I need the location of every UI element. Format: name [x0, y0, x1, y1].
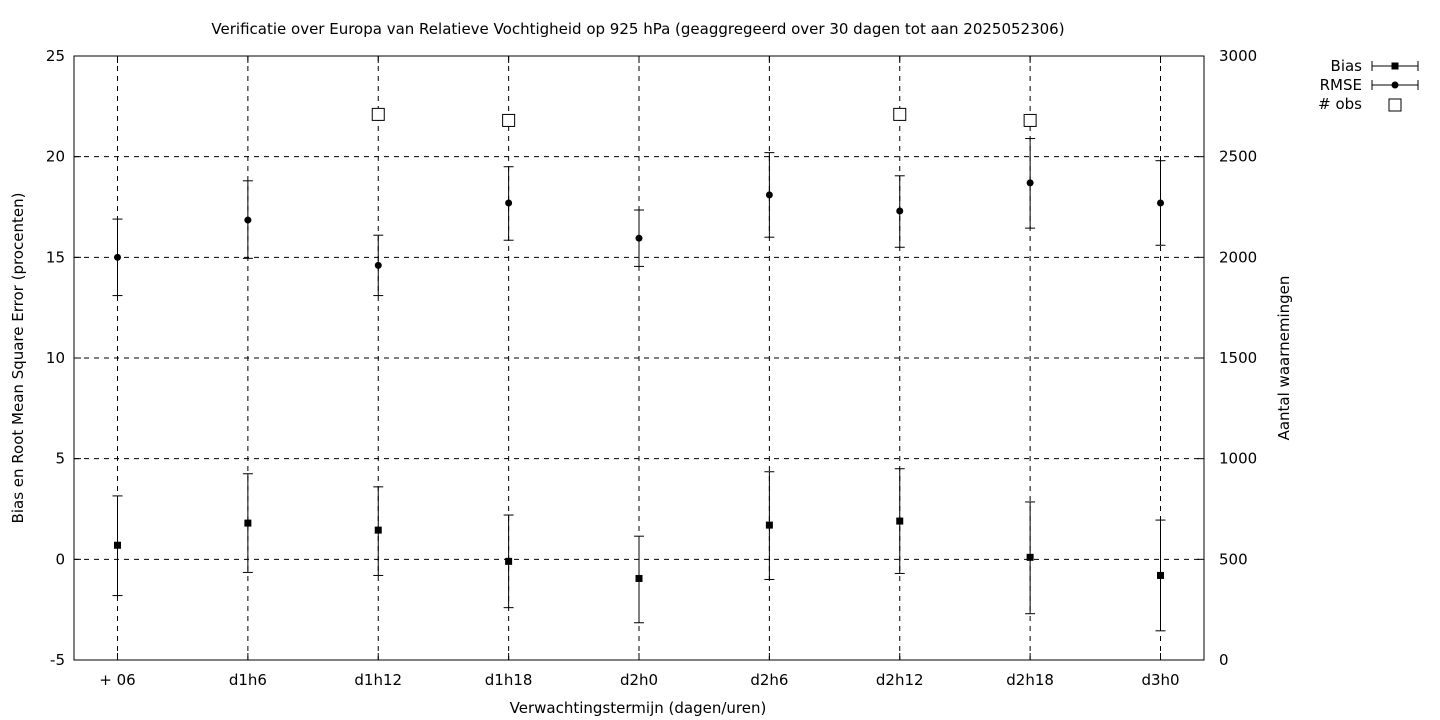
y-tick-label: 25 [46, 47, 65, 65]
rmse-point [244, 216, 252, 224]
x-tick-label: d2h18 [1006, 671, 1054, 689]
legend-marker [1391, 62, 1399, 70]
rmse-point [635, 234, 643, 242]
rmse-point [114, 253, 121, 261]
obs-point [502, 113, 516, 127]
obs-point [371, 107, 385, 121]
x-tick-label: d1h18 [485, 671, 533, 689]
y2-tick-label: 3000 [1219, 47, 1257, 65]
legend-label: # obs [1318, 95, 1362, 113]
x-tick-label: d2h12 [876, 671, 924, 689]
y2-tick-label: 1500 [1219, 349, 1257, 367]
axes: -5 0 5 10 15 20 25 0 500 1000 1500 2000 2500 3000 + 06… [46, 47, 1257, 689]
legend-marker [1391, 81, 1399, 89]
y2-tick-label: 1000 [1219, 450, 1257, 468]
bias-point [635, 574, 643, 582]
y-tick-label: 15 [46, 248, 65, 266]
x-tick-label: d3h0 [1141, 671, 1179, 689]
bias-point [244, 519, 252, 527]
bias-point [505, 557, 513, 565]
y-tick-label: 0 [55, 550, 65, 568]
bias-point [1026, 553, 1034, 561]
rmse-point [896, 207, 904, 215]
series-obs [371, 107, 1037, 127]
rmse-point [1157, 199, 1164, 207]
x-axis-title: Verwachtingstermijn (dagen/uren) [510, 699, 767, 717]
bias-point [896, 517, 904, 525]
x-tick-label: + 06 [99, 671, 135, 689]
rmse-point [505, 199, 513, 207]
data-layer [112, 107, 1166, 632]
series-bias [112, 468, 1166, 632]
obs-point [1023, 113, 1037, 127]
bias-point [114, 541, 121, 549]
chart-title: Verificatie over Europa van Relatieve Vo… [211, 20, 1064, 38]
legend-item-bias: Bias [1331, 57, 1419, 75]
obs-point [893, 107, 907, 121]
legend-item-rmse: RMSE [1320, 76, 1419, 94]
rmse-point [765, 191, 773, 199]
bias-point [765, 521, 773, 529]
x-tick-label: d2h0 [620, 671, 658, 689]
series-rmse [112, 138, 1166, 297]
y-axis-title: Bias en Root Mean Square Error (procente… [9, 193, 27, 524]
y-tick-label: -5 [50, 651, 65, 669]
y-tick-label: 5 [55, 450, 65, 468]
x-tick-label: d1h12 [354, 671, 402, 689]
bias-point [374, 526, 382, 534]
x-tick-label: d2h6 [750, 671, 788, 689]
legend-item-obs: # obs [1318, 95, 1402, 113]
legend-label: RMSE [1320, 76, 1362, 94]
y2-tick-label: 2000 [1219, 248, 1257, 266]
y-tick-label: 20 [46, 148, 65, 166]
y2-tick-label: 2500 [1219, 148, 1257, 166]
y2-tick-label: 500 [1219, 550, 1248, 568]
legend-marker [1388, 98, 1402, 112]
rmse-point [1026, 179, 1034, 187]
bias-point [1157, 571, 1164, 579]
rmse-point [374, 261, 382, 269]
y2-tick-label: 0 [1219, 651, 1229, 669]
x-tick-label: d1h6 [229, 671, 267, 689]
y2-axis-title: Aantal waarnemingen [1275, 276, 1293, 441]
legend-label: Bias [1331, 57, 1363, 75]
y-tick-label: 10 [46, 349, 65, 367]
